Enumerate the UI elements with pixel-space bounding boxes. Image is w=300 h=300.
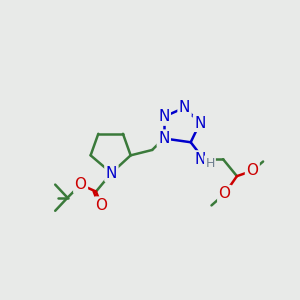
Text: N: N bbox=[158, 110, 169, 124]
Text: N: N bbox=[106, 166, 117, 181]
Text: N: N bbox=[179, 100, 190, 115]
Text: O: O bbox=[219, 186, 231, 201]
Text: N: N bbox=[194, 152, 206, 167]
Text: N: N bbox=[194, 116, 206, 130]
Text: O: O bbox=[246, 163, 258, 178]
Text: N: N bbox=[158, 131, 169, 146]
Text: O: O bbox=[95, 198, 107, 213]
Text: H: H bbox=[205, 157, 214, 169]
Text: O: O bbox=[75, 177, 87, 192]
